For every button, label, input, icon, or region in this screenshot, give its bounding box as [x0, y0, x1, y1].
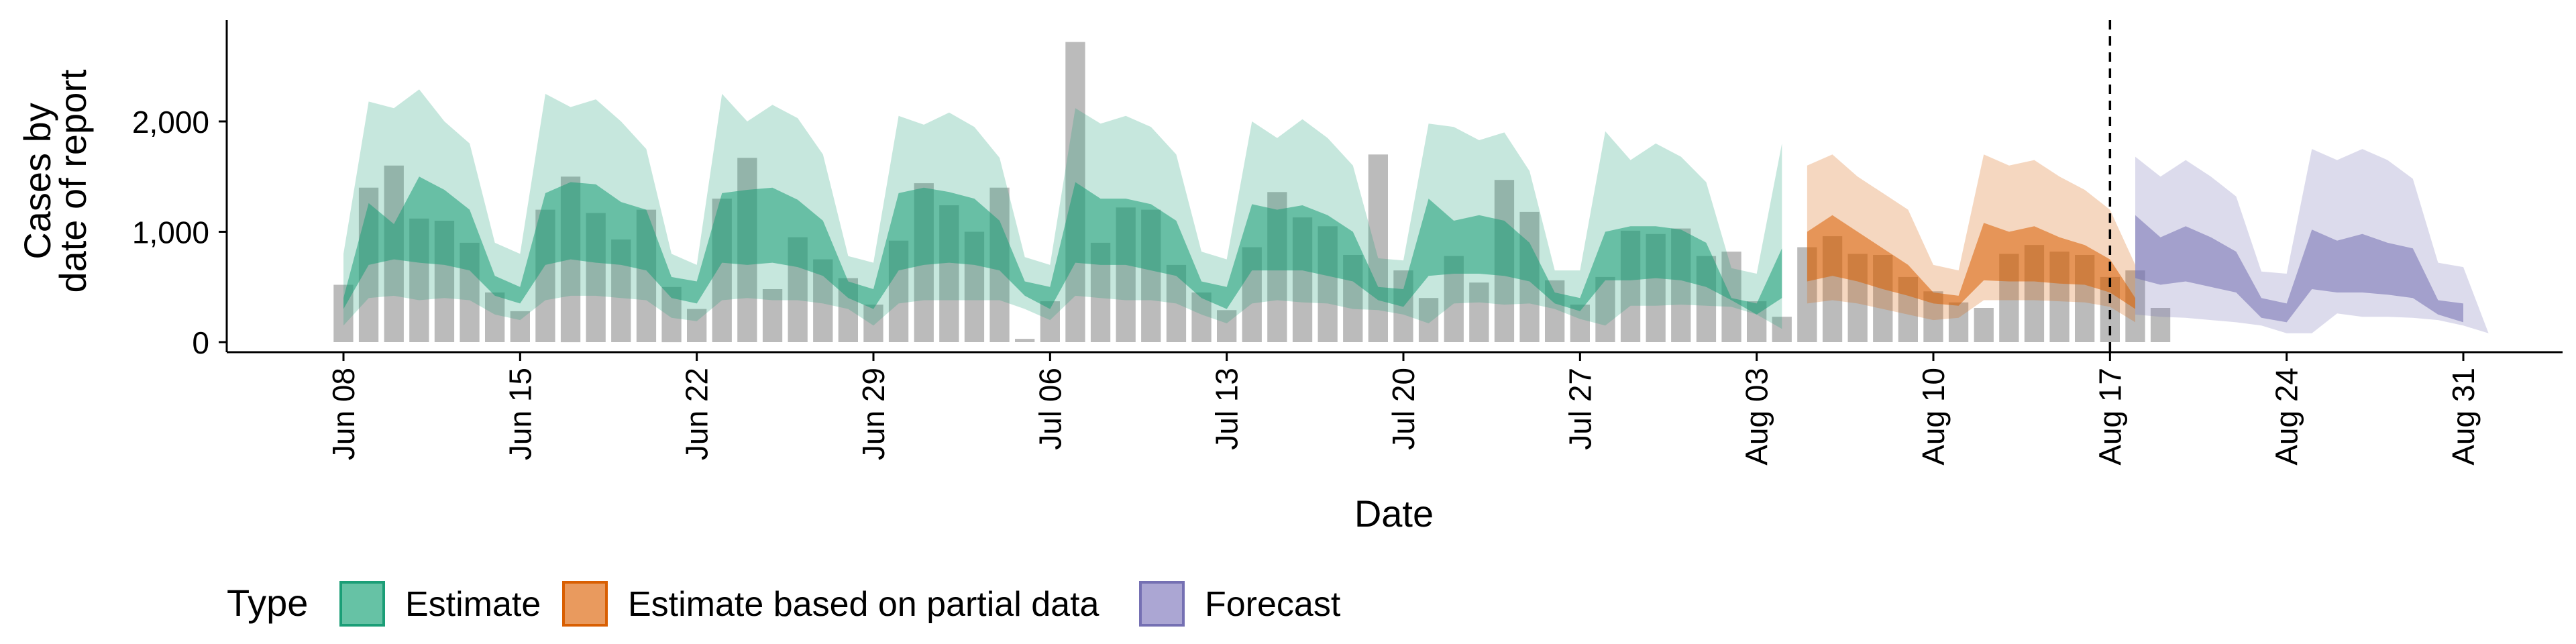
legend-title: Type: [227, 582, 308, 624]
observed-bar: [510, 311, 530, 342]
observed-bar: [485, 292, 505, 342]
observed-bar: [1217, 310, 1237, 342]
legend-key: [562, 581, 608, 627]
ribbon-bands: [343, 89, 2489, 333]
observed-bar: [1948, 302, 1969, 342]
x-axis-title: Date: [1354, 492, 1434, 535]
y-tick-label: 0: [192, 325, 209, 360]
x-tick-label: Jul 27: [1562, 368, 1597, 450]
x-tick-label: Aug 24: [2269, 368, 2304, 466]
x-tick-label: Jul 06: [1032, 368, 1067, 450]
y-ticks: 0 1,000 2,000: [132, 105, 227, 360]
observed-bar: [2150, 308, 2171, 342]
legend-label: Estimate: [405, 585, 541, 624]
legend-key: [339, 581, 385, 627]
observed-bar: [863, 305, 883, 342]
x-tick-label: Jun 08: [326, 368, 361, 460]
observed-bar: [762, 289, 783, 342]
x-tick-label: Jun 15: [502, 368, 537, 460]
x-tick-label: Jun 22: [680, 368, 714, 460]
legend-key: [1139, 581, 1185, 627]
observed-bar: [687, 309, 707, 342]
observed-bar: [1015, 339, 1035, 342]
x-tick-label: Jul 13: [1210, 368, 1244, 450]
x-ticks: Jun 08 Jun 15 Jun 22 Jun 29 Jul 06 Jul 13 Jul …: [326, 352, 2481, 466]
legend-label: Forecast: [1205, 585, 1341, 624]
observed-bar: [1772, 317, 1792, 342]
band-50-estimate-based-on-partial-data: [1807, 215, 2135, 309]
observed-bar: [1469, 282, 1489, 342]
x-tick-label: Aug 03: [1739, 368, 1774, 466]
band-50-forecast: [2135, 215, 2463, 323]
observed-bar: [1974, 308, 1994, 342]
observed-bar: [1368, 154, 1388, 343]
x-tick-label: Aug 17: [2092, 368, 2127, 466]
y-axis-title-line1: Cases by: [16, 103, 58, 259]
x-tick-label: Jun 29: [856, 368, 891, 460]
axes: [225, 20, 2563, 354]
y-axis-title-line2: date of report: [52, 69, 94, 293]
y-tick-label: 1,000: [132, 215, 209, 250]
band-50-estimate: [343, 176, 1782, 315]
legend-label: Estimate based on partial data: [628, 585, 1099, 624]
x-tick-label: Aug 10: [1916, 368, 1951, 466]
y-tick-label: 2,000: [132, 105, 209, 140]
x-tick-label: Aug 31: [2446, 368, 2481, 466]
observed-bar: [1721, 252, 1741, 342]
observed-bar: [1418, 298, 1439, 342]
legend: Type Estimate Estimate based on partial d…: [227, 581, 1341, 627]
x-tick-label: Jul 20: [1386, 368, 1421, 450]
